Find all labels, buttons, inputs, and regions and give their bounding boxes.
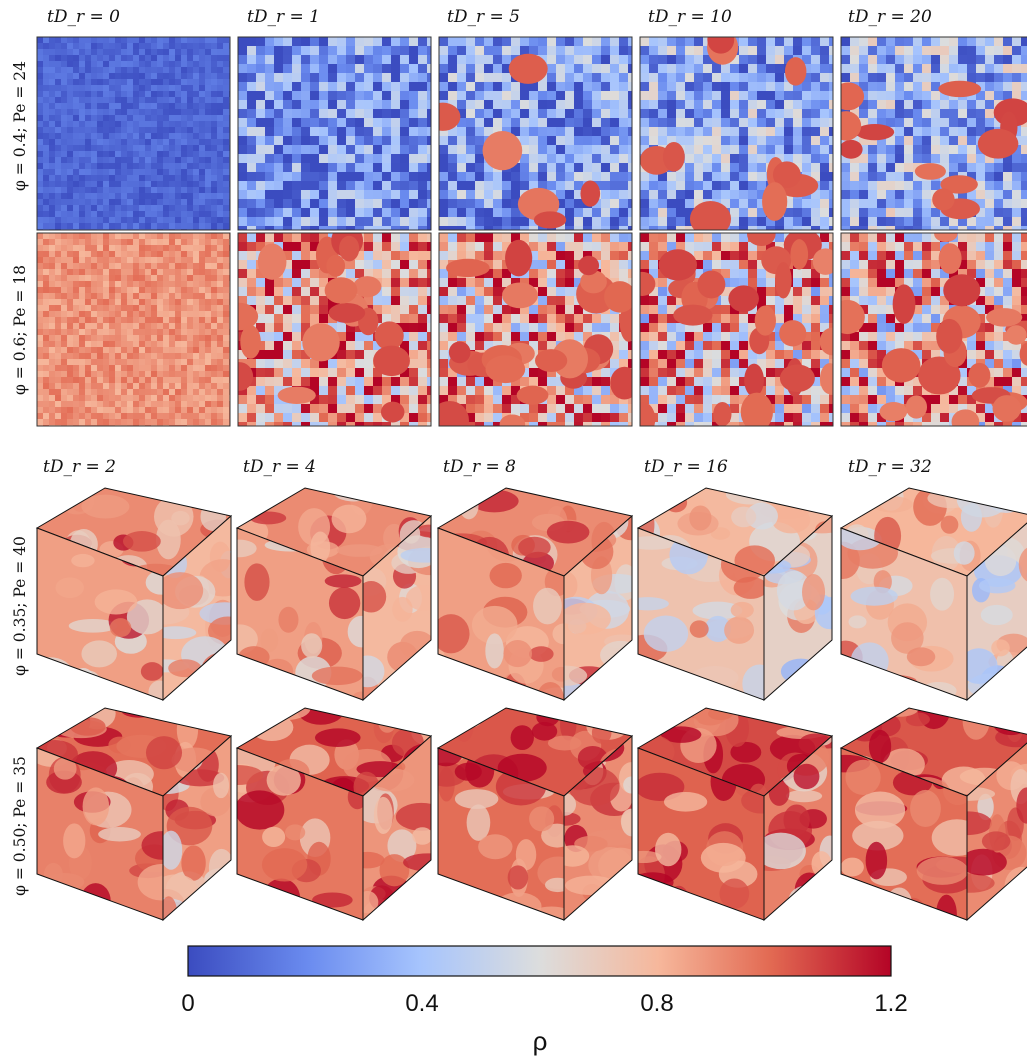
panel-2d-0-2	[438, 36, 633, 231]
panel-2d-1-2	[438, 232, 633, 427]
cubes-3d	[35, 487, 1027, 922]
panel-2d-1-3	[639, 232, 834, 427]
time-label-top-0: tD_r = 0	[47, 7, 120, 27]
row-label-3d-1: φ = 0.50; Pe = 35	[11, 756, 29, 896]
cube-3d-1-0	[35, 707, 233, 922]
time-label-bottom-3: tD_r = 16	[644, 457, 728, 477]
panel-2d-0-4	[840, 36, 1027, 231]
panel-2d-0-1	[237, 36, 432, 231]
cube-3d-1-3	[636, 707, 834, 922]
colorbar-tick-0: 0	[181, 990, 194, 1017]
cube-face-side	[162, 734, 232, 922]
time-label-bottom-2: tD_r = 8	[443, 457, 516, 477]
cube-3d-1-1	[235, 707, 433, 922]
row-label-2d-0: φ = 0.4; Pe = 24	[11, 61, 29, 191]
row-label-2d-1: φ = 0.6; Pe = 18	[11, 265, 29, 395]
time-label-top-4: tD_r = 20	[848, 7, 932, 27]
cube-3d-0-4	[839, 487, 1027, 702]
panel-2d-1-4	[840, 232, 1027, 427]
panel-2d-1-1	[237, 232, 432, 427]
colorbar-gradient	[187, 945, 892, 977]
panel-2d-0-0	[36, 36, 231, 231]
time-label-bottom-0: tD_r = 2	[43, 457, 116, 477]
cube-3d-1-2	[436, 707, 634, 922]
time-label-top-3: tD_r = 10	[648, 7, 732, 27]
time-label-bottom-1: tD_r = 4	[243, 457, 316, 477]
panels-2d	[36, 36, 1027, 427]
colorbar-tick-1: 0.4	[405, 990, 438, 1017]
row-label-3d-0: φ = 0.35; Pe = 40	[11, 536, 29, 676]
cube-3d-1-4	[839, 707, 1027, 922]
colorbar-tick-3: 1.2	[874, 990, 907, 1017]
time-label-top-1: tD_r = 1	[247, 7, 320, 27]
time-label-top-2: tD_r = 5	[447, 7, 520, 27]
panel-2d-0-3	[639, 36, 834, 231]
cube-3d-0-1	[235, 487, 433, 702]
top-time-labels: tD_r = 0 tD_r = 1 tD_r = 5 tD_r = 10 tD_…	[47, 7, 932, 27]
colorbar-tick-2: 0.8	[640, 990, 673, 1017]
panel-2d-1-0	[36, 232, 231, 427]
cube-3d-0-2	[436, 487, 634, 702]
cube-3d-0-3	[636, 487, 834, 702]
bottom-time-labels: tD_r = 2 tD_r = 4 tD_r = 8 tD_r = 16 tD_…	[43, 457, 932, 477]
time-label-bottom-4: tD_r = 32	[848, 457, 932, 477]
colorbar-label: ρ	[533, 1026, 548, 1056]
cube-face-front	[437, 747, 565, 921]
cube-3d-0-0	[35, 487, 233, 702]
colorbar: 0 0.4 0.8 1.2 ρ	[181, 945, 908, 1056]
